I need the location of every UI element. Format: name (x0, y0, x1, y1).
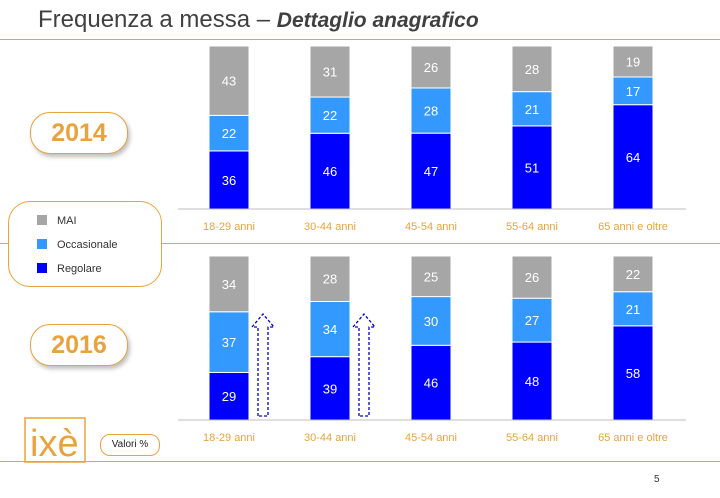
section-divider (0, 243, 720, 244)
title-main: Frequenza a messa – (38, 6, 277, 33)
logo-text: ixè (30, 423, 79, 464)
bar-2014-45-54-anni-mai (410, 45, 452, 89)
bar-value-2016-65-anni-e-oltre-regolare: 58 (626, 366, 640, 381)
title-divider (0, 39, 720, 40)
chart-2014: 36 22 43 18-29 anni 46 22 31 30-44 anni 47 28 26 45… (178, 45, 686, 233)
bar-value-2014-30-44-anni-occasionale: 22 (323, 108, 337, 123)
bar-value-2014-55-64-anni-occasionale: 21 (525, 102, 539, 117)
footer-divider (0, 461, 720, 462)
bar-value-2014-45-54-anni-occasionale: 28 (424, 104, 438, 119)
bar-value-2016-55-64-anni-occasionale: 27 (525, 313, 539, 328)
bar-value-2014-18-29-anni-mai: 43 (222, 74, 236, 89)
bar-2016-55-64-anni-mai (511, 255, 553, 299)
bar-value-2014-45-54-anni-mai: 26 (424, 60, 438, 75)
bar-value-2016-30-44-anni-occasionale: 34 (323, 322, 337, 337)
category-label-2016-30-44-anni: 30-44 anni (304, 432, 356, 444)
bar-2016-45-54-anni-regolare (410, 344, 452, 421)
bar-value-2016-30-44-anni-regolare: 39 (323, 381, 337, 396)
category-label-2014-30-44-anni: 30-44 anni (304, 221, 356, 233)
trend-arrow-18-29-anni (250, 312, 276, 417)
trend-arrow-30-44-anni (351, 312, 377, 417)
bar-2014-30-44-anni-occasionale (309, 96, 351, 134)
bar-2016-65-anni-e-oltre-mai (612, 255, 654, 293)
bar-2014-18-29-anni-regolare (208, 150, 250, 210)
legend-label-occasionale: Occasionale (57, 239, 118, 251)
legend-label-mai: MAI (57, 215, 77, 227)
bar-value-2016-18-29-anni-mai: 34 (222, 277, 236, 292)
bar-2016-55-64-anni-regolare (511, 341, 553, 421)
bar-value-2014-65-anni-e-oltre-mai: 19 (626, 54, 640, 69)
bar-2014-30-44-anni-regolare (309, 132, 351, 210)
bar-2014-65-anni-e-oltre-mai (612, 45, 654, 78)
bar-2016-55-64-anni-occasionale (511, 297, 553, 343)
page-number: 5 (654, 474, 660, 485)
legend-swatch-mai (37, 215, 47, 225)
bar-2016-30-44-anni-occasionale (309, 300, 351, 358)
bar-2014-55-64-anni-occasionale (511, 91, 553, 127)
category-label-2016-65-anni-e-oltre: 65 anni e oltre (598, 432, 668, 444)
bar-value-2016-65-anni-e-oltre-mai: 22 (626, 267, 640, 282)
bar-2016-18-29-anni-mai (208, 255, 250, 313)
bar-value-2014-30-44-anni-mai: 31 (323, 65, 337, 80)
bar-2014-55-64-anni-mai (511, 45, 553, 93)
bar-value-2016-65-anni-e-oltre-occasionale: 21 (626, 302, 640, 317)
bar-value-2016-55-64-anni-mai: 26 (525, 270, 539, 285)
legend-swatch-occasionale (37, 239, 47, 249)
bar-value-2016-45-54-anni-mai: 25 (424, 269, 438, 284)
bar-value-2016-45-54-anni-occasionale: 30 (424, 314, 438, 329)
category-label-2014-18-29-anni: 18-29 anni (203, 221, 255, 233)
bar-2014-30-44-anni-mai (309, 45, 351, 98)
legend-label-regolare: Regolare (57, 263, 102, 275)
category-label-2016-18-29-anni: 18-29 anni (203, 432, 255, 444)
bar-value-2016-18-29-anni-occasionale: 37 (222, 335, 236, 350)
bar-2014-55-64-anni-regolare (511, 125, 553, 210)
bar-2016-45-54-anni-occasionale (410, 296, 452, 346)
bar-value-2016-30-44-anni-mai: 28 (323, 272, 337, 287)
bar-value-2014-65-anni-e-oltre-regolare: 64 (626, 150, 640, 165)
title-italic: Dettaglio anagrafico (276, 9, 479, 32)
bar-2016-65-anni-e-oltre-occasionale (612, 291, 654, 327)
bar-2014-65-anni-e-oltre-regolare (612, 104, 654, 210)
bar-value-2016-55-64-anni-regolare: 48 (525, 374, 539, 389)
legend: MAI Occasionale Regolare (8, 201, 162, 287)
bar-value-2014-30-44-anni-regolare: 46 (323, 164, 337, 179)
bar-value-2014-18-29-anni-occasionale: 22 (222, 126, 236, 141)
bar-value-2014-18-29-anni-regolare: 36 (222, 173, 236, 188)
legend-item-mai: MAI (37, 215, 77, 227)
year-badge-2014: 2014 (30, 112, 128, 154)
bar-2014-45-54-anni-regolare (410, 132, 452, 210)
bar-2014-18-29-anni-mai (208, 45, 250, 116)
ixe-logo: ixè (24, 417, 86, 464)
category-label-2014-65-anni-e-oltre: 65 anni e oltre (598, 221, 668, 233)
bar-value-2016-45-54-anni-regolare: 46 (424, 376, 438, 391)
bar-value-2014-45-54-anni-regolare: 47 (424, 164, 438, 179)
bar-value-2014-65-anni-e-oltre-occasionale: 17 (626, 84, 640, 99)
bar-value-2016-18-29-anni-regolare: 29 (222, 389, 236, 404)
page-title: Frequenza a messa – Dettaglio anagrafico (38, 6, 479, 34)
year-badge-2016: 2016 (30, 324, 128, 366)
bar-value-2014-55-64-anni-mai: 28 (525, 62, 539, 77)
bar-2014-65-anni-e-oltre-occasionale (612, 76, 654, 106)
bar-2016-18-29-anni-occasionale (208, 311, 250, 373)
bar-2016-45-54-anni-mai (410, 255, 452, 298)
category-label-2016-45-54-anni: 45-54 anni (405, 432, 457, 444)
legend-item-occasionale: Occasionale (37, 239, 118, 251)
legend-item-regolare: Regolare (37, 263, 102, 275)
category-label-2016-55-64-anni: 55-64 anni (506, 432, 558, 444)
category-label-2014-45-54-anni: 45-54 anni (405, 221, 457, 233)
bar-2016-30-44-anni-mai (309, 255, 351, 302)
legend-swatch-regolare (37, 263, 47, 273)
chart-2016: 29 37 34 18-29 anni 39 34 28 30-44 anni 46 30 25 45… (178, 255, 686, 444)
bar-value-2014-55-64-anni-regolare: 51 (525, 160, 539, 175)
category-label-2014-55-64-anni: 55-64 anni (506, 221, 558, 233)
logo-frame (24, 417, 86, 463)
valori-badge: Valori % (100, 434, 160, 456)
